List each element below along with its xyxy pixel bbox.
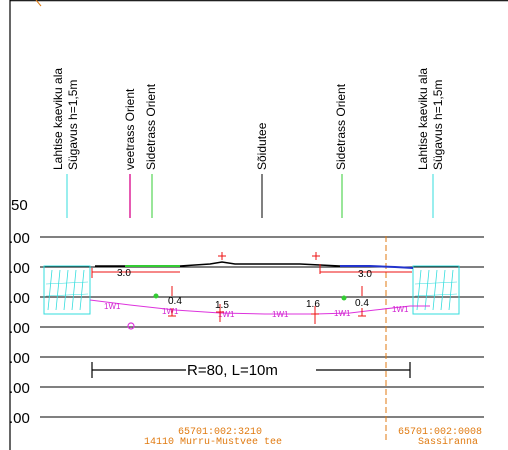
dimension-left-width: [91, 268, 180, 278]
scale-row-label: .00: [9, 230, 30, 247]
cable-right-point: [341, 295, 347, 301]
scale-row-label: .00: [9, 380, 30, 397]
pipe-tag: 1W1: [272, 310, 289, 319]
parcel-left-id: 65701:002:3210: [178, 427, 262, 438]
pipe-tag: 1W1: [392, 305, 409, 314]
depth-label: 0.4: [168, 296, 182, 307]
depth-label: 1.5: [215, 300, 229, 311]
dimension-left-width-label: 3.0: [117, 268, 131, 279]
cable-left-point: [153, 293, 159, 299]
label-road: Sõidutee: [255, 122, 269, 170]
scale-top-label: 50: [11, 197, 28, 214]
label-water-pipe: veetrass Orient: [123, 88, 137, 170]
curve-label: R=80, L=10m: [187, 362, 278, 379]
pipe-tag: 1W1: [218, 310, 235, 319]
scale-row-label: .00: [9, 410, 30, 427]
parcel-left-name: 14110 Murru-Mustvee tee: [144, 437, 282, 448]
pipe-tag: 1W1: [104, 302, 121, 311]
scale-row-label: .00: [9, 320, 30, 337]
depth-label: 0.4: [355, 298, 369, 309]
marker-road-2: [312, 252, 320, 260]
depth-marker-3: [311, 306, 319, 324]
parcel-right-name: Sassiranna: [418, 436, 478, 448]
label-right-excavation-1: Lahtise kaeviku ala: [416, 68, 430, 170]
dimension-right-width: [319, 264, 412, 274]
depth-marker-1: [168, 286, 176, 317]
depth-marker-4: [358, 286, 366, 317]
label-cable-left: Sidetrass Orient: [144, 83, 158, 170]
right-excavation-box: [412, 265, 460, 315]
curve-dimension: [91, 362, 411, 378]
depth-marker-2: [216, 304, 224, 322]
pipe-line: [89, 299, 430, 315]
label-right-excavation-2: Sügavus h=1,5m: [431, 80, 445, 170]
parcel-right-id: 65701:002:0008: [398, 427, 482, 438]
scale-row-label: .00: [9, 290, 30, 307]
pipe-tag: 1W1: [162, 307, 179, 316]
marker-road-1: [218, 252, 226, 260]
scale-row-label: .00: [9, 260, 30, 277]
corner-tick: [35, 0, 42, 7]
label-cable-right: Sidetrass Orient: [334, 83, 348, 170]
dimension-right-width-label: 3.0: [358, 269, 372, 280]
label-left-excavation-1: Lahtise kaeviku ala: [51, 68, 65, 170]
scale-row-label: .00: [9, 350, 30, 367]
water-pipe-point: [127, 322, 135, 330]
label-left-excavation-2: Sügavus h=1,5m: [66, 80, 80, 170]
road-surface: [95, 261, 341, 267]
depth-label: 1.6: [306, 299, 320, 310]
road-edge-right: [340, 265, 414, 269]
left-excavation-box: [43, 265, 91, 315]
pipe-tag: 1W1: [334, 309, 351, 318]
